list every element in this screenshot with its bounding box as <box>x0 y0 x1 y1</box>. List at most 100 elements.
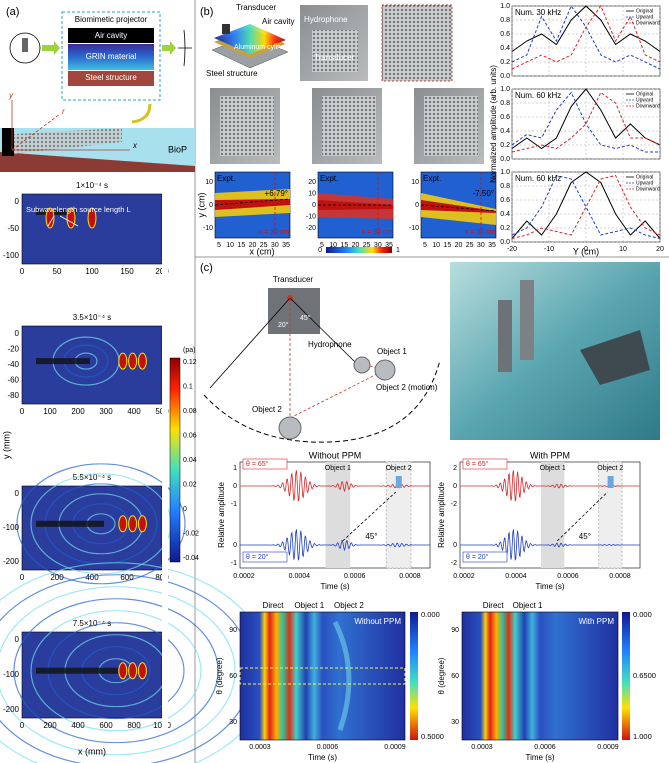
y-tick-label: 90 <box>229 627 237 634</box>
plot-title: With PPM <box>530 450 570 460</box>
object-window <box>598 461 623 569</box>
y-tick-label: -1 <box>231 560 237 567</box>
x-tick-label: 0.0006 <box>317 744 339 751</box>
pressure-peak <box>87 207 97 229</box>
map-tag: Expt. <box>320 174 338 183</box>
biop-base <box>2 128 14 156</box>
y-tick-label: 0.2 <box>500 142 510 149</box>
legend-label: Original <box>636 174 653 180</box>
wavefront <box>14 599 218 743</box>
angle-label: 45° <box>300 314 311 322</box>
colorbar-tick-label: 0.000 <box>421 610 440 619</box>
curved-arrow <box>131 103 152 124</box>
x-tick-label: 0.0008 <box>399 573 421 580</box>
sample-plate <box>424 96 478 156</box>
y-axis-label: y (mm) <box>1 431 11 459</box>
schematic-label: Object 2 (motion) <box>376 383 438 392</box>
sample-in-tank <box>312 30 358 72</box>
trace-label-box <box>462 551 508 563</box>
time-angle-map <box>461 611 619 741</box>
source-strip <box>36 209 76 215</box>
y-tick-label: 0.0 <box>500 73 510 80</box>
x-tick-label: 0 <box>20 267 25 276</box>
trace-label: θ = 65° <box>466 460 489 468</box>
map-label: Object 2 <box>334 601 364 610</box>
profile-line <box>511 5 661 52</box>
biop-field <box>14 128 122 154</box>
y-axis-label: Relative amplitude <box>437 482 446 548</box>
waveform <box>460 529 640 562</box>
sample-photo <box>381 4 453 82</box>
y-tick-label: -80 <box>7 391 19 400</box>
pressure-peak <box>137 515 147 533</box>
x-tick-label: 400 <box>71 721 85 730</box>
profile-line <box>511 91 661 153</box>
y-tick-label: 0.6 <box>500 197 510 204</box>
x-tick-label: 0.0008 <box>609 573 631 580</box>
steel-wedge <box>0 152 195 172</box>
angle-label: 45° <box>365 532 377 541</box>
y-tick-label: 1.0 <box>500 86 510 93</box>
label: y <box>8 91 14 100</box>
map-tag: With PPM <box>578 617 614 626</box>
cylinder-photo <box>498 300 512 372</box>
beam-axis <box>420 204 497 212</box>
pressure-peak <box>118 515 128 533</box>
object-label: Object 1 <box>325 465 351 472</box>
x-tick-label: 0 <box>20 407 25 416</box>
x-tick-label: 20 <box>352 242 360 249</box>
x-tick-label: 25 <box>260 242 268 249</box>
cylinder-icon <box>395 476 402 488</box>
annotation: Subwavelength source length L <box>26 205 131 214</box>
marker-label: x = 30 cm <box>465 229 496 236</box>
page-mask-left <box>162 190 168 730</box>
colorbar-tick-label: -0.02 <box>183 530 199 537</box>
colorbar-tick-label: 0.12 <box>183 359 197 366</box>
source-strip <box>36 358 90 365</box>
transducer-icon <box>222 24 230 34</box>
x-tick-label: 5 <box>217 242 221 249</box>
pressure-peak <box>118 662 128 680</box>
wavefront <box>17 464 185 584</box>
x-tick-label: 100 <box>85 267 99 276</box>
y-tick-label: 0.2 <box>500 225 510 232</box>
object-window <box>541 462 565 568</box>
y-tick-label: 0.8 <box>500 183 510 190</box>
axis-r <box>11 113 61 151</box>
photo-label: Transducer <box>314 53 355 62</box>
x-tick-label: 30 <box>477 242 485 249</box>
x-tick-label: 0.0006 <box>344 573 366 580</box>
panel-label: (c) <box>200 262 213 274</box>
pressure-peak <box>128 515 138 533</box>
snapshot-time: 3.5×10⁻⁴ s <box>73 313 112 322</box>
x-tick-label: 20 <box>249 242 257 249</box>
y-tick-label: 2 <box>453 465 457 472</box>
x-tick-label: 0.0003 <box>249 744 271 751</box>
y-tick-label: 0.8 <box>500 17 510 24</box>
legend-label: Downward <box>636 20 660 26</box>
x-tick-label: 400 <box>127 407 141 416</box>
colorbar-tick-label: -0.04 <box>183 555 199 562</box>
y-tick-label: 0 <box>233 483 237 490</box>
angle-label: +6.79° <box>265 189 288 198</box>
legend-label: Original <box>636 8 653 14</box>
cylinder-top <box>214 24 286 54</box>
x-tick-label: -10 <box>544 246 554 253</box>
cylinder-icon <box>607 476 614 488</box>
colorbar-tick-label: 0.000 <box>633 610 652 619</box>
ray <box>209 297 291 389</box>
x-tick-label: 15 <box>443 242 451 249</box>
x-tick-label: 100 <box>43 407 57 416</box>
y-tick-label: 90 <box>451 627 459 634</box>
colorbar-tick-label: 1 <box>396 247 400 254</box>
photo-label: Aluminum cylinder <box>234 44 292 51</box>
x-tick-label: 35 <box>385 242 393 249</box>
beam-icon <box>178 29 192 67</box>
pressure-peak <box>137 662 147 680</box>
air-cavity <box>68 28 154 43</box>
snapshot-time: 7.5×10⁻⁴ s <box>73 619 112 628</box>
angle-label: -7.50° <box>473 189 494 198</box>
label: BioP <box>168 144 187 154</box>
x-tick-label: 600 <box>99 721 113 730</box>
y-tick-label: -60 <box>7 376 19 385</box>
